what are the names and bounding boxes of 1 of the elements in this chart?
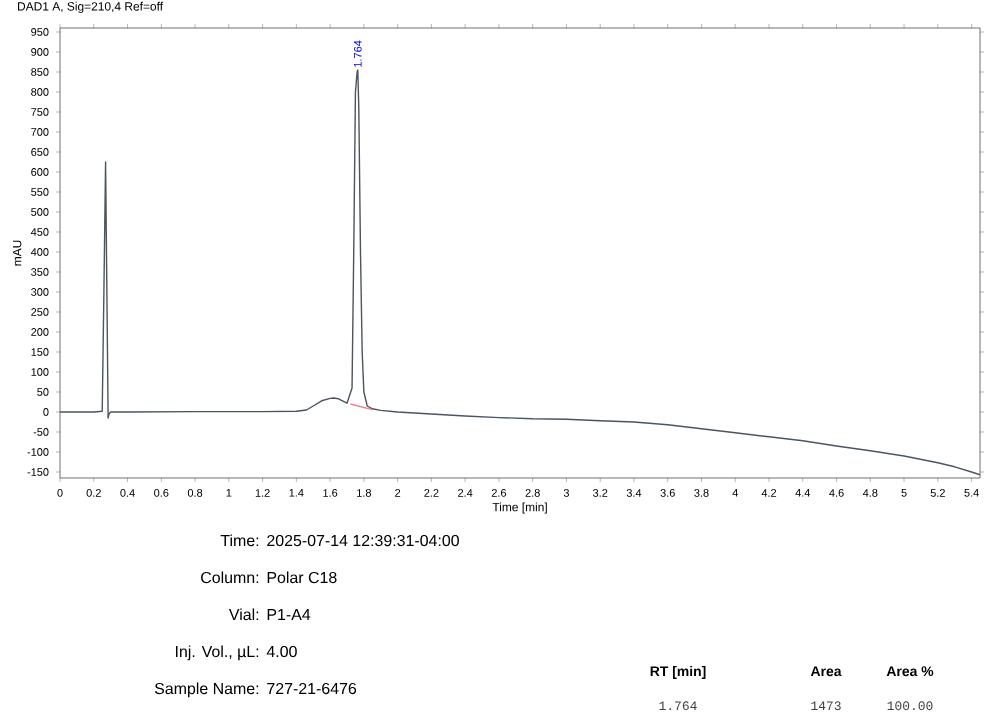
line-series	[60, 69, 981, 476]
